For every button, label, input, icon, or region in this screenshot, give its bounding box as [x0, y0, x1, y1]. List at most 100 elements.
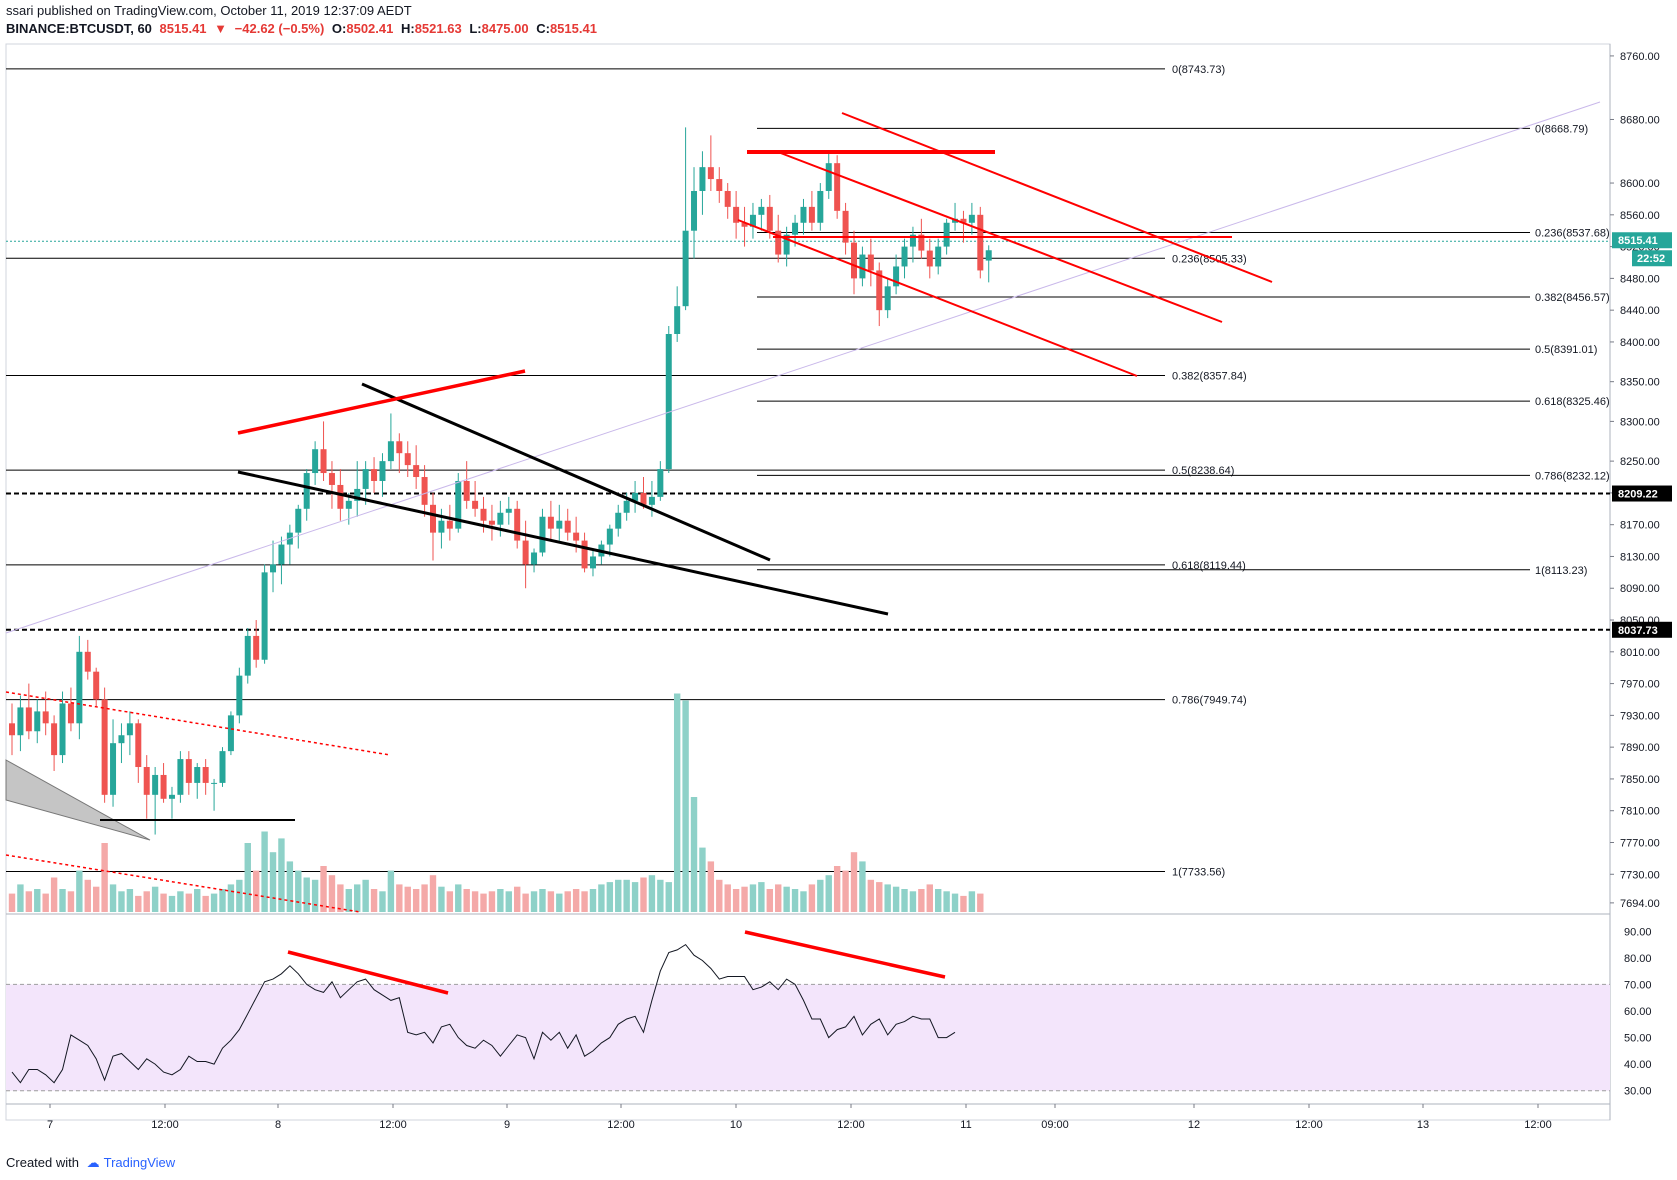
volume-bar [598, 884, 605, 912]
candle-body [345, 500, 352, 509]
ohlc-open-value: 8502.41 [346, 21, 394, 36]
volume-bar [556, 893, 563, 912]
volume-bar [850, 852, 858, 912]
volume-bar [345, 889, 352, 912]
candle-body [657, 469, 664, 497]
candle-body [909, 234, 916, 247]
volume-bar [370, 889, 378, 912]
candle-body [716, 179, 723, 191]
volume-bar [631, 882, 639, 912]
candle-body [354, 488, 361, 501]
rsi-divergence-1 [287, 950, 449, 995]
volume-bar [522, 893, 529, 912]
price-tick-label: 8010.00 [1620, 647, 1660, 659]
candle-body [606, 528, 613, 545]
volume-bar [379, 891, 386, 912]
rising-resistance-line [237, 369, 526, 435]
volume-bar [93, 886, 100, 912]
candle-body [34, 711, 41, 732]
fib-left-label: 0.786(7949.74) [1172, 695, 1247, 707]
candle-body [379, 461, 386, 481]
price-tick-label: 8400.00 [1620, 337, 1660, 349]
drawings[interactable] [5, 101, 1601, 995]
candle-body [371, 469, 378, 481]
candle-body [202, 767, 209, 783]
fib-left-label: 0.5(8238.64) [1172, 465, 1234, 477]
candle-body [943, 222, 950, 247]
fib-left-label: 0(8743.73) [1172, 64, 1225, 76]
candle-body [792, 222, 799, 235]
fib-retracements: 0(8743.73) 0.236(8505.33) 0.382(8357.84) 0.… [6, 64, 1610, 878]
volume-bar [328, 875, 336, 912]
volume-bar [800, 891, 807, 912]
wedge-upper-line [361, 382, 771, 562]
ohlc-open-label: O: [331, 21, 347, 36]
volume-bar [67, 891, 75, 912]
candle-body [733, 206, 740, 223]
candle-body [876, 270, 883, 311]
symbol-label[interactable]: BINANCE:BTCUSDT, 60 [6, 21, 152, 36]
volume-bar [960, 895, 967, 912]
marked-level-badge [1612, 485, 1672, 502]
candle-body [707, 167, 714, 180]
volume-bar [918, 889, 925, 912]
volume-bar [791, 889, 799, 912]
volume-bar [968, 891, 976, 912]
rsi-divergence-2 [744, 930, 946, 979]
candle-body [564, 520, 571, 533]
last-price: 8515.41 [159, 21, 207, 36]
candle-body [404, 453, 411, 466]
ohlc-close: C:8515.41 [536, 21, 597, 36]
candle-body [303, 473, 310, 509]
axes: 8760.008680.008600.008560.008520.008480.… [47, 51, 1660, 1131]
candle-body [480, 508, 487, 521]
candle-body [893, 266, 900, 287]
price-tick-label: 7930.00 [1620, 710, 1660, 722]
time-tick-label: 8 [275, 1119, 281, 1131]
tradingview-logo-icon[interactable]: ☁ [86, 1155, 100, 1170]
candle-body [320, 449, 327, 474]
volume-bar [758, 882, 765, 912]
volume-bar [429, 875, 437, 912]
candle-body [867, 254, 874, 271]
price-tick-label: 8560.00 [1620, 210, 1660, 222]
dotted-resistance-1 [5, 691, 391, 756]
volume-bar [623, 879, 630, 912]
candle-body [135, 723, 142, 768]
candle-body [236, 675, 243, 716]
time-tick-label: 12:00 [1524, 1119, 1552, 1131]
volume-bar [707, 861, 715, 912]
price-tick-label: 7810.00 [1620, 806, 1660, 818]
volume-bar [455, 884, 462, 912]
volume-bar [732, 889, 740, 912]
volume-bar [514, 886, 521, 912]
volume-bar [640, 877, 647, 912]
volume-bar [480, 893, 487, 912]
rsi-polyline [11, 943, 956, 1084]
candle-body [497, 512, 504, 525]
candle-body [758, 206, 765, 215]
candle-body [51, 723, 58, 756]
candle-body [472, 500, 479, 509]
volume-bar [648, 875, 656, 912]
candle-body [362, 469, 369, 489]
volume-bar [17, 884, 24, 912]
last-price-badge [1612, 232, 1672, 249]
candle-body [312, 449, 319, 474]
candle-body [968, 214, 975, 223]
marked-level-label: 8037.73 [1618, 625, 1658, 637]
volume-bar [160, 893, 167, 912]
price-tick-label: 7970.00 [1620, 679, 1660, 691]
volume-bar [530, 891, 538, 912]
volume-bar [901, 889, 908, 912]
volume-bar [143, 891, 150, 912]
volume-bar [404, 886, 411, 912]
tradingview-brand[interactable]: TradingView [103, 1155, 176, 1170]
candle-body [143, 767, 150, 795]
volume-bar [951, 893, 959, 912]
fib-right-label: 0.5(8391.01) [1535, 344, 1597, 356]
candle-body [581, 540, 588, 569]
candle-body [935, 246, 942, 267]
volume-bar [286, 861, 294, 912]
